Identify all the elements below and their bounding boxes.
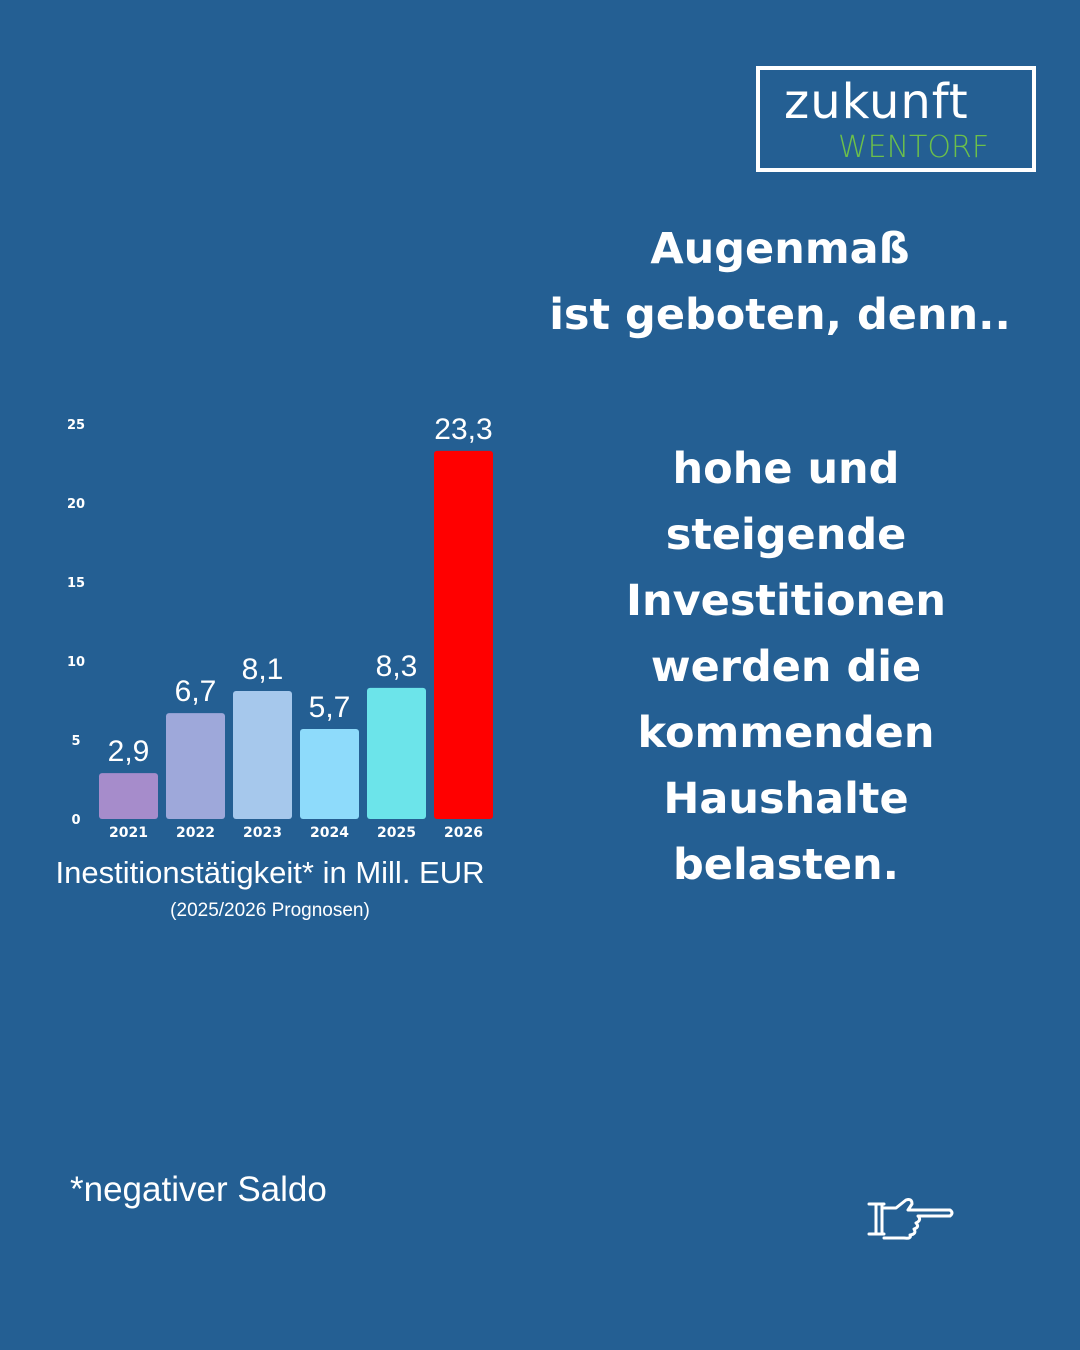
headline-line: Augenmaß bbox=[650, 224, 910, 274]
data-label: 8,1 bbox=[242, 653, 284, 686]
bar-2026 bbox=[434, 450, 493, 819]
pointing-hand-icon bbox=[867, 1198, 954, 1240]
bar-2022 bbox=[166, 713, 225, 819]
x-tick-label: 2023 bbox=[243, 825, 282, 841]
chart-title: Inestitionstätigkeit* in Mill. EUR bbox=[55, 855, 485, 890]
bar-2025 bbox=[367, 687, 426, 819]
chart-subtitle: (2025/2026 Prognosen) bbox=[170, 900, 370, 921]
logo-wentorf: WENTORF bbox=[838, 130, 990, 165]
body-line: belasten. bbox=[673, 840, 899, 890]
bar-chart: 05101520252,920216,720228,120235,720248,… bbox=[67, 413, 493, 841]
data-label: 5,7 bbox=[309, 691, 351, 724]
logo-zukunft: zukunft bbox=[784, 74, 969, 130]
body-line: kommenden bbox=[637, 708, 935, 758]
y-tick-label: 0 bbox=[71, 813, 80, 828]
headline: Augenmaß ist geboten, denn.. bbox=[500, 216, 1060, 348]
body-line: Investitionen bbox=[626, 576, 946, 626]
data-label: 6,7 bbox=[175, 675, 217, 708]
body-line: Haushalte bbox=[663, 774, 909, 824]
x-tick-label: 2021 bbox=[109, 825, 148, 841]
bar-2023 bbox=[233, 691, 292, 819]
footnote: *negativer Saldo bbox=[70, 1170, 327, 1209]
y-tick-label: 15 bbox=[67, 576, 85, 591]
body-line: werden die bbox=[650, 642, 922, 692]
x-tick-label: 2026 bbox=[444, 825, 483, 841]
headline-line: ist geboten, denn.. bbox=[549, 290, 1011, 340]
y-tick-label: 20 bbox=[67, 497, 85, 512]
body-text: hohe und steigende Investitionen werden … bbox=[506, 436, 1066, 898]
logo: zukunft WENTORF bbox=[756, 66, 1036, 172]
x-tick-label: 2025 bbox=[377, 825, 416, 841]
data-label: 23,3 bbox=[434, 413, 492, 446]
y-tick-label: 5 bbox=[71, 734, 80, 749]
x-tick-label: 2022 bbox=[176, 825, 215, 841]
bar-2024 bbox=[300, 728, 359, 819]
x-tick-label: 2024 bbox=[310, 825, 349, 841]
y-tick-label: 25 bbox=[67, 418, 85, 433]
body-line: hohe und bbox=[672, 444, 900, 494]
body-line: steigende bbox=[665, 510, 907, 560]
y-tick-label: 10 bbox=[67, 655, 85, 670]
data-label: 2,9 bbox=[108, 735, 150, 768]
data-label: 8,3 bbox=[376, 650, 418, 683]
bar-2021 bbox=[99, 773, 158, 819]
